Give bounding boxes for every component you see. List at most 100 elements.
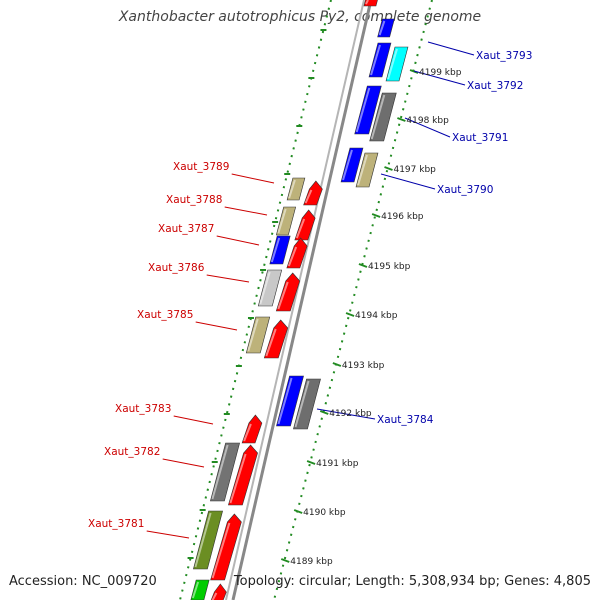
leader-line (206, 274, 250, 283)
gene-block (275, 206, 297, 236)
gene-block (355, 152, 379, 188)
gene-highlight (365, 0, 369, 5)
gene-highlight (211, 444, 229, 500)
tick-label: 4189 kbp (290, 557, 333, 567)
tick-label: 4197 kbp (393, 165, 436, 175)
gene-block (276, 375, 304, 427)
tick-label: 4193 kbp (342, 361, 385, 371)
tick-mark (332, 362, 342, 367)
gene-label-forward: Xaut_3789 (173, 161, 229, 173)
gene-highlight (259, 271, 271, 305)
tick-mark (384, 166, 393, 171)
leader-line (427, 41, 475, 56)
tick-label: 4196 kbp (381, 212, 424, 222)
gene-highlight (378, 20, 386, 36)
leader-line (380, 173, 436, 190)
gene-label-reverse: Xaut_3793 (476, 50, 532, 62)
gene-label-forward: Xaut_3783 (115, 403, 171, 415)
tick-label: 4199 kbp (419, 68, 462, 78)
gene-highlight (355, 87, 371, 133)
leader-line (146, 530, 190, 539)
leader-line (316, 408, 376, 420)
gene-highlight (370, 94, 386, 140)
gene-block (228, 444, 258, 506)
tick-mark (358, 263, 368, 268)
tick-label: 4190 kbp (303, 508, 346, 518)
gene-highlight (342, 149, 353, 181)
leader-line (404, 117, 451, 138)
gene-highlight (277, 281, 289, 310)
genome-summary-text: Topology: circular; Length: 5,308,934 bp… (233, 574, 591, 589)
gene-label-reverse: Xaut_3790 (437, 184, 493, 196)
gene-block (190, 579, 210, 600)
gene-highlight (370, 44, 381, 76)
gene-block (210, 583, 227, 600)
gene-block (245, 316, 271, 354)
gene-label-forward: Xaut_3787 (158, 223, 214, 235)
gene-labels: Xaut_3789 Xaut_3788 Xaut_3787 Xaut_3786 Xaut… (88, 50, 532, 530)
gene-highlight (295, 218, 306, 239)
leader-line (162, 458, 205, 468)
tick-labels: 4189 kbp 4190 kbp 4191 kbp 4192 kbp 4193 kbp… (290, 68, 461, 567)
tick-label: 4194 kbp (355, 311, 398, 321)
gene-block (257, 269, 283, 307)
gene-highlight (287, 246, 298, 267)
gene-block (340, 147, 364, 183)
gene-block (293, 378, 321, 430)
tick-mark (345, 312, 355, 317)
tick-label: 4195 kbp (368, 262, 411, 272)
leader-line (173, 415, 214, 425)
gene-features (190, 0, 409, 600)
leader-line (231, 173, 275, 184)
gene-block (286, 177, 306, 201)
gene-highlight (191, 581, 200, 599)
label-leaders (146, 41, 475, 539)
gene-block (193, 510, 223, 570)
gene-highlight (211, 522, 231, 579)
gene-highlight (270, 237, 281, 263)
gene-label-forward: Xaut_3786 (148, 262, 205, 274)
gene-highlight (357, 154, 368, 186)
tick-label: 4191 kbp (316, 459, 359, 469)
gene-highlight (304, 189, 313, 204)
gene-highlight (194, 512, 212, 568)
gene-highlight (265, 328, 277, 357)
gene-label-reverse: Xaut_3784 (377, 414, 434, 426)
gene-block (354, 85, 382, 135)
gene-highlight (277, 208, 287, 234)
gene-block (385, 46, 409, 82)
gene-highlight (243, 423, 252, 442)
tick-mark (293, 509, 303, 514)
gene-block (210, 513, 242, 581)
tick-mark (280, 558, 290, 563)
gene-block (369, 92, 397, 142)
gene-block (210, 442, 240, 502)
dotted-track-right (273, 0, 433, 600)
gene-block (368, 42, 392, 78)
gene-highlight (288, 179, 296, 199)
leader-line (224, 206, 268, 216)
gene-highlight (387, 48, 398, 80)
gene-highlight (229, 453, 247, 504)
gene-block (269, 235, 291, 265)
gene-label-forward: Xaut_3788 (166, 194, 222, 206)
track-lines (179, 0, 433, 600)
gene-highlight (294, 380, 310, 428)
gene-highlight (247, 318, 259, 352)
accession-text: Accession: NC_009720 (9, 574, 157, 589)
gene-highlight (277, 377, 293, 425)
gene-block (263, 319, 289, 359)
leader-line (413, 70, 466, 86)
tick-mark (397, 117, 406, 122)
backbone-line (225, 0, 365, 600)
gene-label-forward: Xaut_3781 (88, 518, 144, 530)
gene-highlight (211, 592, 218, 600)
tick-mark (319, 410, 329, 415)
backbone-line (231, 0, 373, 600)
leader-line (195, 321, 238, 331)
tick-label: 4192 kbp (329, 409, 372, 419)
gene-label-forward: Xaut_3782 (104, 446, 160, 458)
tick-mark (371, 213, 381, 218)
tick-mark (306, 460, 316, 465)
